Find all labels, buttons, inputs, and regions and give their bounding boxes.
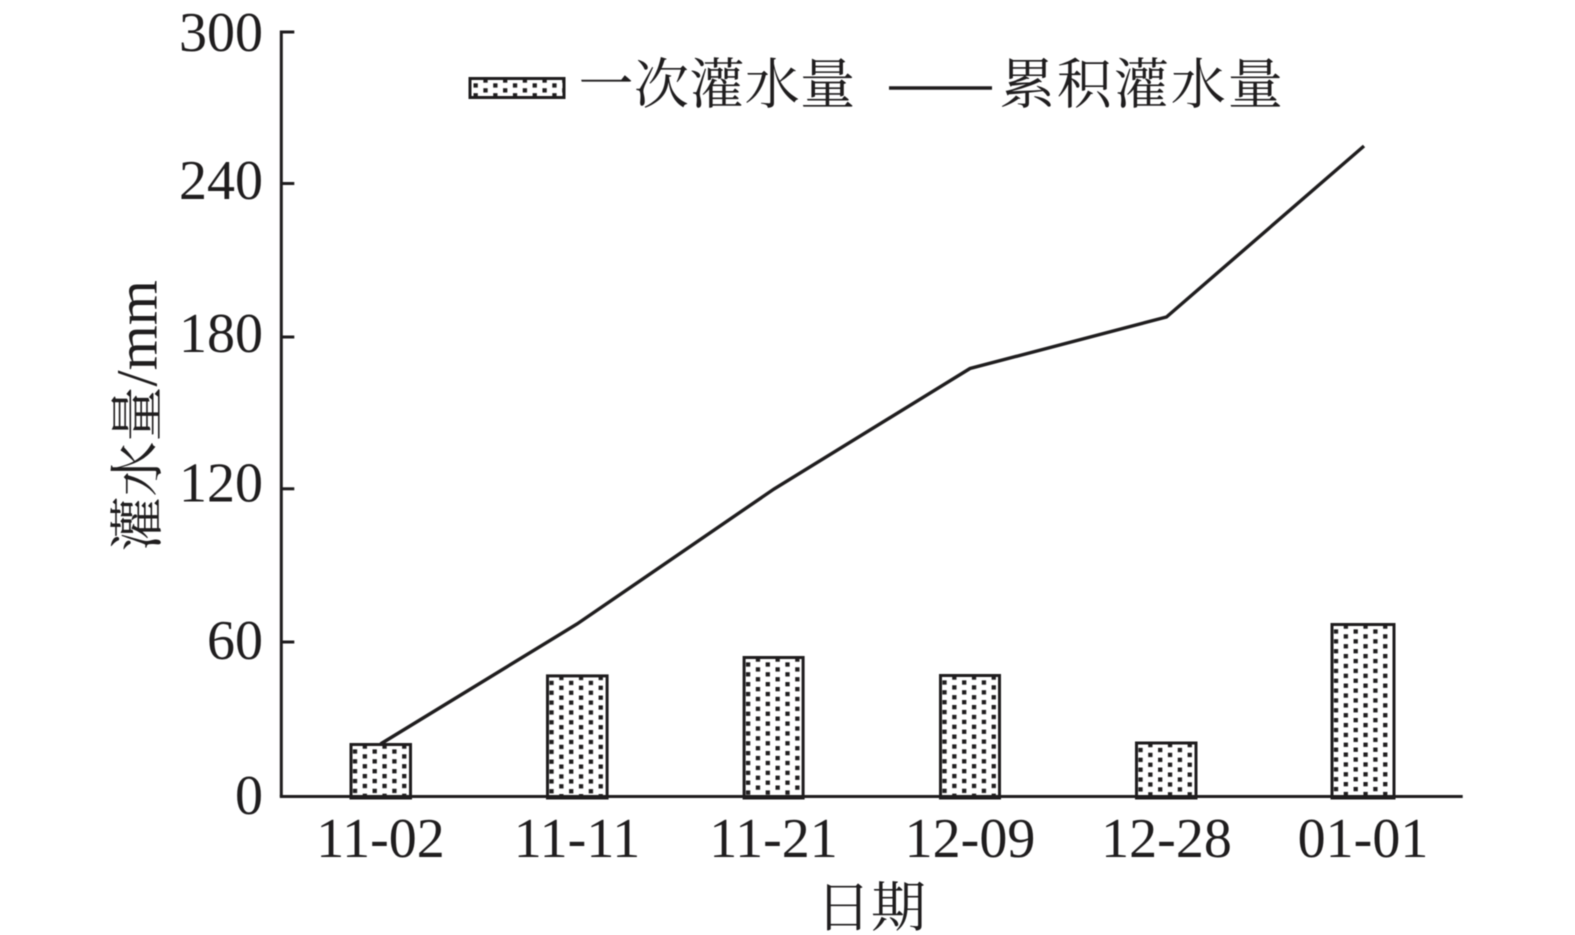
svg-text:300: 300 [179, 2, 263, 64]
svg-text:11-21: 11-21 [709, 808, 838, 870]
svg-text:12-28: 12-28 [1101, 808, 1232, 870]
svg-text:180: 180 [179, 303, 263, 365]
svg-text:01-01: 01-01 [1298, 808, 1429, 870]
svg-text:0: 0 [235, 765, 263, 827]
svg-text:60: 60 [207, 610, 263, 672]
svg-text:11-02: 11-02 [316, 808, 445, 870]
svg-text:240: 240 [179, 150, 263, 212]
svg-text:/mm: /mm [105, 280, 170, 386]
svg-text:120: 120 [179, 453, 263, 515]
svg-text:12-09: 12-09 [905, 808, 1036, 870]
svg-text:11-11: 11-11 [514, 808, 641, 870]
